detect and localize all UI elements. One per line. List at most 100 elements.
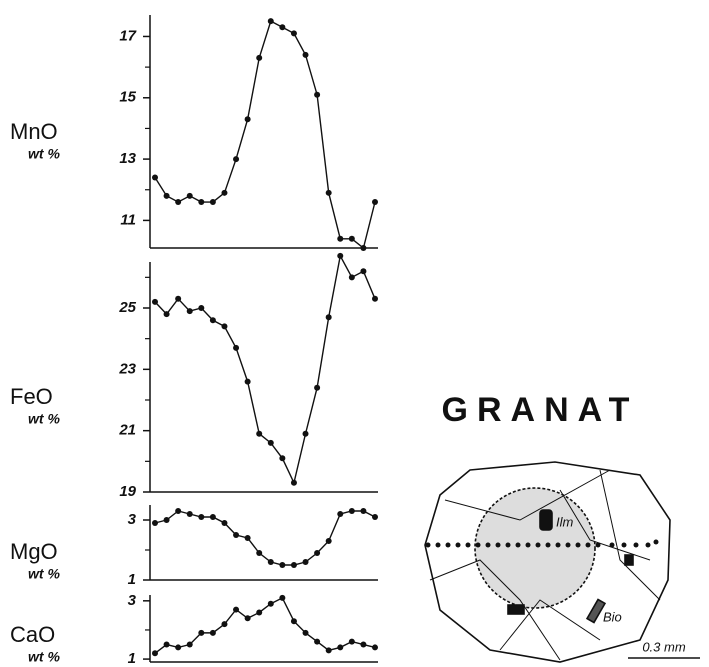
data-point xyxy=(163,641,170,648)
data-point xyxy=(325,314,332,321)
axis-unit: wt % xyxy=(28,566,60,582)
data-point xyxy=(360,508,367,514)
mineral-label: Bio xyxy=(603,609,622,624)
mineral-label: Ilm xyxy=(556,514,574,529)
y-tick-label: 19 xyxy=(119,483,136,500)
data-point xyxy=(267,439,274,446)
data-point xyxy=(256,609,263,616)
data-point xyxy=(348,235,355,242)
data-point xyxy=(314,91,321,98)
y-tick-label: 3 xyxy=(128,511,137,528)
data-point xyxy=(290,618,297,625)
data-point xyxy=(360,245,367,251)
axis-unit: wt % xyxy=(28,146,60,162)
data-point xyxy=(198,514,205,520)
data-point xyxy=(267,18,274,25)
data-point xyxy=(302,559,309,565)
data-point xyxy=(198,199,205,206)
data-point xyxy=(372,295,378,302)
data-point xyxy=(198,629,205,636)
data-point xyxy=(348,508,355,514)
series-line xyxy=(154,20,376,250)
data-point xyxy=(233,606,240,613)
data-point xyxy=(314,550,321,556)
data-point xyxy=(221,621,228,628)
y-tick-label: 15 xyxy=(119,89,136,106)
data-point xyxy=(186,192,193,199)
dot-row xyxy=(425,539,659,548)
axis-unit: wt % xyxy=(28,411,60,427)
data-point xyxy=(314,638,321,645)
y-tick-label: 3 xyxy=(128,592,137,609)
data-point xyxy=(175,508,182,514)
data-point xyxy=(209,629,216,636)
axis-name: CaO xyxy=(10,622,55,647)
data-point xyxy=(233,344,240,351)
data-point xyxy=(175,295,182,302)
y-tick-label: 1 xyxy=(128,571,136,588)
data-point xyxy=(325,647,332,654)
data-point xyxy=(290,479,297,486)
data-point xyxy=(348,274,355,281)
data-point xyxy=(209,514,216,520)
y-tick-label: 13 xyxy=(119,150,136,167)
data-point xyxy=(233,156,240,163)
data-point xyxy=(152,650,158,657)
data-point xyxy=(221,189,228,196)
data-point xyxy=(256,54,263,61)
data-point xyxy=(221,520,228,526)
y-tick-label: 17 xyxy=(119,27,136,44)
data-point xyxy=(325,538,332,544)
data-point xyxy=(163,517,170,523)
data-point xyxy=(186,511,193,517)
figure-title: GRANAT xyxy=(442,391,639,429)
data-point xyxy=(175,644,182,651)
data-point xyxy=(314,384,321,391)
data-point xyxy=(279,562,286,568)
data-point xyxy=(244,535,251,541)
data-point xyxy=(360,641,367,648)
data-point xyxy=(372,514,378,520)
series-line xyxy=(154,253,376,485)
y-tick-label: 1 xyxy=(128,650,136,667)
data-point xyxy=(279,594,286,601)
data-point xyxy=(372,199,378,206)
data-point xyxy=(186,308,193,315)
garnet-sketch xyxy=(424,461,700,663)
data-point xyxy=(152,298,158,305)
axis-name: FeO xyxy=(10,384,53,409)
data-point xyxy=(279,455,286,462)
axis-name: MgO xyxy=(10,539,58,564)
data-point xyxy=(221,323,228,330)
data-point xyxy=(337,644,344,651)
data-point xyxy=(209,317,216,324)
data-point xyxy=(267,600,274,607)
data-point xyxy=(325,189,332,196)
y-tick-label: 11 xyxy=(120,211,136,228)
data-point xyxy=(256,550,263,556)
axis-unit: wt % xyxy=(28,649,60,665)
scale-label: 0.3 mm xyxy=(642,639,686,654)
data-point xyxy=(175,199,182,206)
axis-name: MnO xyxy=(10,119,58,144)
data-point xyxy=(256,430,263,437)
data-point xyxy=(360,268,367,275)
data-point xyxy=(163,192,170,199)
data-point xyxy=(198,305,205,311)
data-point xyxy=(337,252,344,259)
data-point xyxy=(302,51,309,58)
data-point xyxy=(302,629,309,636)
series-line xyxy=(154,510,376,566)
data-point xyxy=(290,562,297,568)
data-point xyxy=(163,311,170,318)
data-point xyxy=(279,24,286,31)
data-point xyxy=(337,511,344,517)
data-point xyxy=(290,30,297,37)
data-point xyxy=(152,174,158,181)
data-point xyxy=(209,199,216,206)
data-point xyxy=(348,638,355,645)
data-point xyxy=(152,520,158,526)
data-point xyxy=(233,532,240,538)
data-point xyxy=(244,378,251,385)
data-point xyxy=(244,615,251,622)
